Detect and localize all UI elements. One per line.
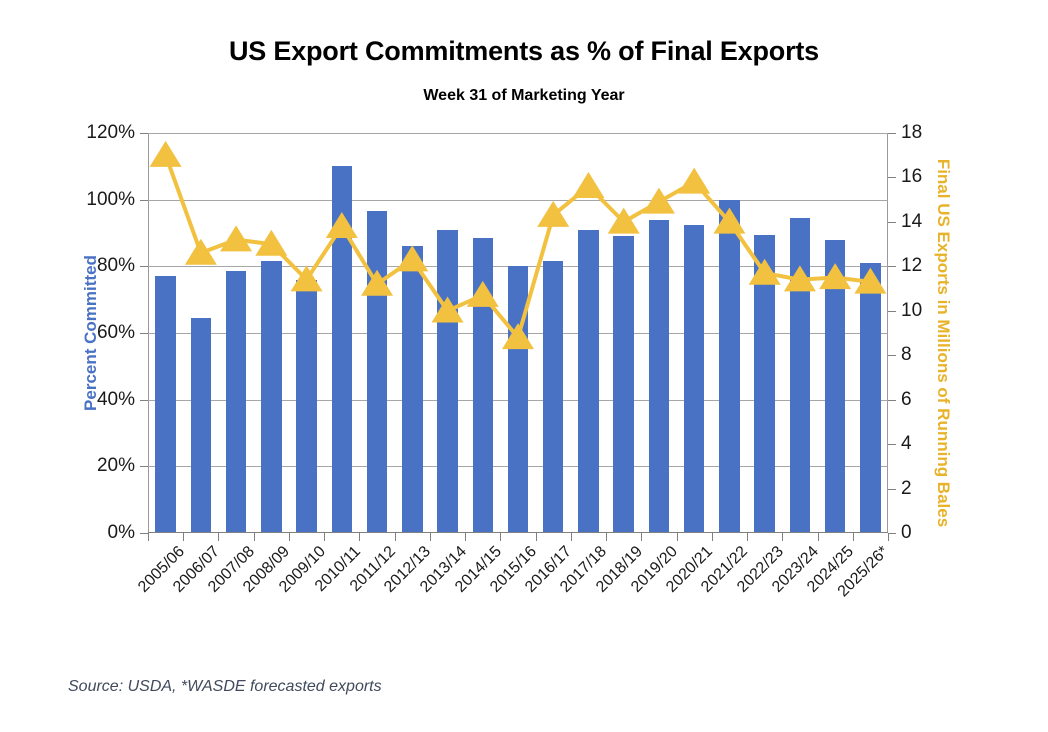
x-tick	[711, 533, 713, 541]
y-axis-title-right: Final US Exports in Millions of Running …	[930, 133, 956, 563]
x-tick	[676, 533, 678, 541]
x-axis-labels: 2005/06 2006/07 2007/08 2008/09 2009/10 2010/…	[135, 533, 893, 633]
bar	[683, 224, 705, 533]
y-tick-left	[140, 399, 148, 401]
y-axis-tick-label-right: 2	[901, 477, 912, 499]
y-axis-tick-label-right: 8	[901, 344, 912, 366]
y-axis-tick-label-left: 40%	[96, 388, 135, 410]
y-tick-left	[140, 333, 148, 334]
bar	[402, 246, 423, 533]
bar	[578, 229, 599, 533]
y-axis-tick-label-left: 60%	[96, 322, 135, 343]
y-axis-tick-label-left: 100%	[86, 188, 135, 210]
bar	[261, 261, 282, 533]
x-tick	[359, 533, 361, 541]
x-tick	[606, 533, 608, 541]
y-axis-tick-label-right: 16	[901, 166, 923, 188]
y-axis-tick-label-right: 4	[901, 433, 912, 455]
gridline	[148, 133, 888, 134]
line-marker-triangle: 2007/08: 13.2	[220, 225, 253, 252]
x-tick	[429, 533, 431, 541]
y-axis-tick-label-right: 10	[901, 299, 923, 321]
bar	[543, 261, 564, 533]
x-tick	[253, 533, 255, 541]
x-tick	[324, 533, 326, 541]
y-axis-tick-label-right: 0	[901, 522, 912, 543]
bar	[296, 279, 317, 533]
bar	[719, 199, 740, 533]
y-tick-right	[888, 533, 896, 534]
line-marker-triangle: 2018/19: 14	[607, 207, 640, 234]
x-tick	[747, 533, 749, 541]
x-tick	[782, 533, 784, 541]
x-axis-line	[148, 532, 888, 533]
line-marker-triangle: 2017/18: 15.6	[572, 172, 605, 199]
x-tick	[852, 533, 854, 541]
plot-area: 2005/06: 17 2006/07: 12.62007/08: 13.2200…	[140, 133, 896, 541]
x-tick	[288, 533, 290, 541]
y-tick-left	[140, 133, 148, 134]
bar	[824, 239, 846, 533]
y-axis-tick-label-right: 14	[901, 210, 923, 232]
bar	[789, 218, 811, 533]
chart-title: US Export Commitments as % of Final Expo…	[228, 36, 819, 66]
x-tick	[570, 533, 572, 541]
y-tick-left	[140, 266, 148, 268]
bar	[472, 238, 493, 533]
x-tick	[218, 533, 220, 541]
y-axis-tick-label-left: 80%	[96, 255, 135, 277]
bar	[613, 236, 634, 533]
y-tick-right	[888, 221, 896, 223]
x-tick	[465, 533, 467, 541]
x-tick	[394, 533, 396, 541]
x-tick	[888, 533, 889, 541]
x-tick	[148, 533, 149, 541]
bar	[331, 166, 353, 533]
bar	[648, 219, 670, 533]
y-tick-right	[888, 444, 896, 446]
y-tick-right	[888, 310, 896, 312]
y-axis-tick-label-right: 18	[901, 122, 923, 143]
x-tick	[641, 533, 643, 541]
y-axis-tick-label-left: 20%	[96, 455, 135, 477]
x-tick	[500, 533, 502, 541]
y-axis-tick-label-left: 120%	[86, 122, 135, 143]
y-tick-right	[888, 355, 896, 357]
y-axis-tick-label-left: 0%	[107, 522, 135, 543]
line-marker-triangle: 2006/07: 12.6	[184, 238, 217, 265]
y-tick-right	[888, 488, 896, 490]
y-axis-title-right-text: Final US Exports in Millions of Running …	[934, 158, 954, 528]
y-tick-left	[140, 466, 148, 468]
y-axis-tick-label-right: 12	[901, 255, 923, 277]
x-tick	[535, 533, 537, 541]
y-tick-right	[888, 177, 896, 179]
y-tick-right	[888, 133, 896, 134]
bar	[225, 271, 247, 533]
bar	[437, 229, 458, 533]
line-marker-triangle: 2020/21: 15.8	[678, 167, 711, 194]
y-tick-left	[140, 533, 148, 534]
y-tick-left	[140, 199, 148, 201]
bar	[366, 211, 388, 533]
x-tick	[817, 533, 819, 541]
bar	[507, 266, 529, 533]
y-axis-tick-label-right: 6	[901, 388, 912, 410]
bar	[155, 276, 176, 533]
chart-subtitle: Week 31 of Marketing Year	[423, 87, 625, 104]
bar	[754, 234, 775, 533]
y-tick-right	[888, 399, 896, 401]
bar	[190, 318, 212, 533]
y-tick-right	[888, 266, 896, 268]
gridline	[148, 199, 888, 201]
x-tick	[183, 533, 185, 541]
line-marker-triangle: 2016/17: 14.3	[537, 200, 570, 227]
bar	[860, 263, 881, 533]
line-marker-triangle: 2005/06: 17	[149, 140, 182, 167]
source-note: Source: USDA, *WASDE forecasted exports	[68, 678, 382, 695]
line-marker-triangle: 2008/09: 13	[255, 229, 288, 256]
